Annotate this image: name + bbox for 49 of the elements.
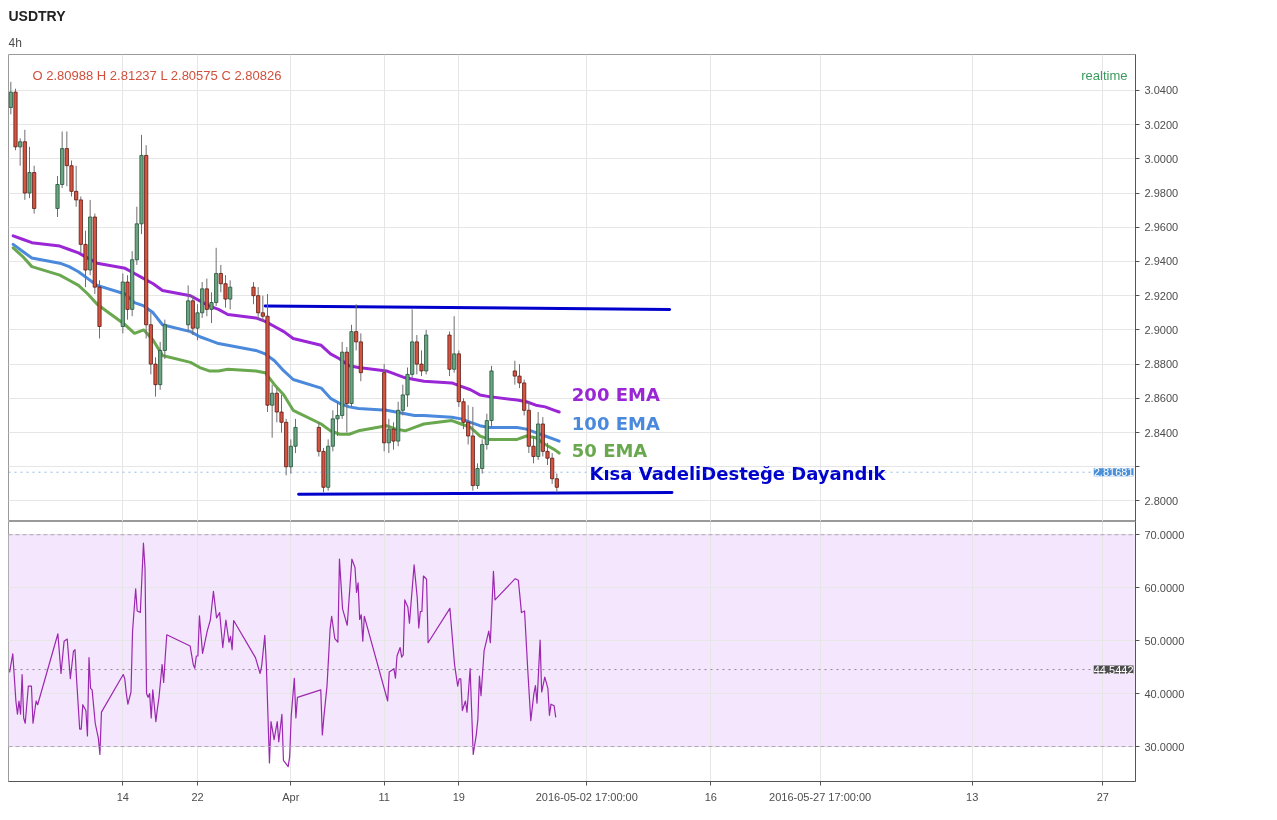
line-series — [9, 542, 557, 768]
candlestick — [452, 315, 457, 374]
y-tick-label: 2.8600 — [1144, 392, 1179, 405]
y-tick-label: 2.9800 — [1144, 187, 1179, 200]
x-tick-label: 19 — [452, 790, 465, 803]
candlestick — [18, 137, 23, 167]
y-tick-label: 2.9200 — [1144, 289, 1179, 302]
candlestick — [270, 384, 275, 439]
y-tick-label: 2.8800 — [1144, 358, 1179, 371]
candlestick — [27, 146, 32, 199]
x-tick-label: 2016-05-27 17:00:00 — [769, 790, 872, 803]
x-tick-label: 13 — [966, 790, 979, 803]
x-tick-label: 14 — [116, 790, 129, 803]
y-tick-label: 2.9600 — [1144, 221, 1179, 234]
chart-subtitle: 4h — [8, 35, 22, 50]
y-tick-label: 3.0200 — [1144, 118, 1179, 131]
y-tick-label: 50.0000 — [1144, 634, 1185, 647]
ref-line-label: 2.81681 — [1093, 466, 1134, 479]
candlestick — [228, 279, 233, 310]
y-tick-label: 3.0000 — [1144, 152, 1179, 165]
chart-title: USDTRY — [8, 7, 67, 24]
y-tick-label: 70.0000 — [1144, 528, 1185, 541]
y-tick-label: 2.8000 — [1144, 494, 1179, 507]
series-label: 50 EMA — [571, 439, 648, 461]
candlestick — [386, 418, 391, 454]
x-tick-label: 2016-05-02 17:00:00 — [535, 790, 638, 803]
x-tick-label: 22 — [191, 790, 204, 803]
y-tick-label: 2.8400 — [1144, 426, 1179, 439]
annotation: realtime — [1081, 68, 1128, 83]
y-tick-label: 60.0000 — [1144, 581, 1185, 594]
candlestick — [223, 274, 228, 309]
annotation: Kısa VadeliDesteğe Dayandık — [589, 463, 887, 485]
y-tick-label: 2.9400 — [1144, 255, 1179, 268]
candlestick — [186, 284, 191, 333]
candlestick — [391, 421, 396, 451]
y-tick-label: 40.0000 — [1144, 687, 1185, 700]
series-label: 200 EMA — [571, 383, 660, 405]
y-tick-label: 3.0400 — [1144, 84, 1179, 97]
x-tick-label: 11 — [378, 790, 390, 803]
y-tick-label: 2.9000 — [1144, 323, 1179, 336]
x-tick-label: Apr — [282, 790, 300, 803]
candlestick — [8, 81, 13, 115]
annotation: O 2.80988 H 2.81237 L 2.80575 C 2.80826 — [32, 68, 282, 83]
candlestick — [204, 278, 209, 317]
x-tick-label: 16 — [704, 790, 717, 803]
y-tick-label: 30.0000 — [1144, 740, 1185, 753]
x-tick-label: 27 — [1096, 790, 1109, 803]
ref-line-label: 44.5442 — [1093, 663, 1134, 676]
series-label: 100 EMA — [571, 412, 660, 434]
